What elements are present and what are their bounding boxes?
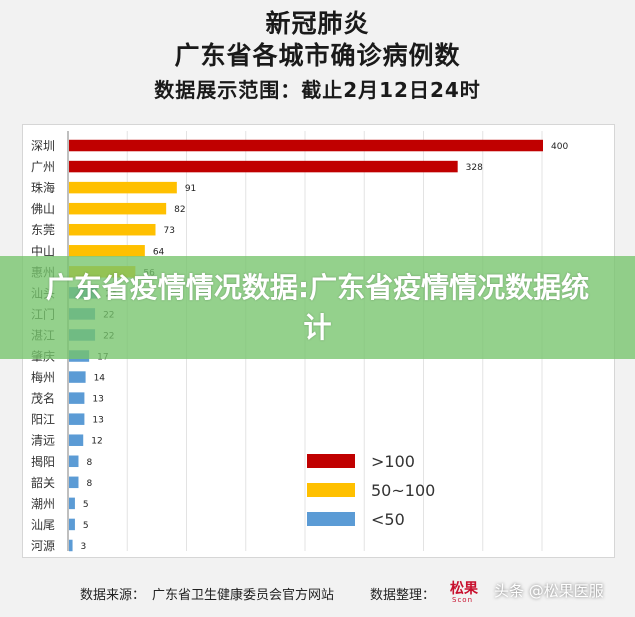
data-label: 8	[86, 479, 92, 489]
legend-label: <50	[371, 510, 405, 529]
overlay-banner: 广东省疫情情况数据:广东省疫情情况数据统计	[0, 256, 635, 359]
bar	[69, 223, 156, 236]
data-label: 5	[83, 521, 89, 531]
legend-swatch	[307, 512, 355, 526]
data-label: 8	[86, 458, 92, 468]
bar	[69, 245, 145, 257]
bar	[69, 455, 79, 468]
bar	[69, 139, 543, 152]
data-label: 91	[185, 184, 196, 194]
category-label: 潮州	[31, 496, 55, 511]
category-label: 佛山	[31, 202, 55, 216]
organizer-label: 数据整理：	[370, 588, 436, 603]
footer: 数据来源： 广东省卫生健康委员会官方网站 数据整理： 松果 Scon 头条 @松…	[0, 578, 635, 608]
data-label: 73	[164, 226, 175, 236]
bar	[69, 202, 167, 215]
chart-title-line1: 新冠肺炎	[265, 9, 370, 38]
category-label: 珠海	[31, 180, 55, 195]
category-label: 广州	[31, 160, 55, 174]
category-label: 东莞	[31, 223, 55, 237]
bar	[69, 181, 177, 194]
chart-title-block: 新冠肺炎 广东省各城市确诊病例数 数据展示范围：截止2月12日24时	[0, 8, 635, 104]
data-label: 82	[174, 205, 185, 215]
category-label: 揭阳	[31, 454, 55, 469]
brand-logo: 松果	[450, 581, 478, 597]
source-value: 广东省卫生健康委员会官方网站	[152, 588, 335, 603]
bar	[69, 539, 73, 552]
category-label: 茂名	[31, 391, 55, 406]
legend-swatch	[307, 483, 355, 497]
category-label: 中山	[31, 243, 55, 258]
chart-title-line2: 广东省各城市确诊病例数	[174, 41, 461, 70]
bar	[69, 518, 75, 531]
bar	[69, 497, 75, 510]
data-label: 400	[551, 142, 568, 152]
category-label: 深圳	[31, 139, 55, 153]
category-label: 河源	[31, 539, 55, 553]
bar	[69, 371, 86, 383]
legend-swatch	[307, 454, 355, 468]
chart-subtitle: 数据展示范围：截止2月12日24时	[154, 78, 481, 102]
data-label: 3	[81, 542, 87, 552]
category-label: 梅州	[31, 370, 55, 385]
watermark: 头条 @松果医服	[494, 582, 604, 600]
data-label: 12	[91, 437, 102, 447]
bar	[69, 476, 79, 489]
category-label: 韶关	[31, 475, 55, 490]
data-label: 13	[92, 395, 103, 405]
banner-text: 广东省疫情情况数据:广东省疫情情况数据统计	[45, 270, 590, 344]
legend-label: 50~100	[371, 481, 435, 500]
bar	[69, 413, 85, 425]
data-label: 14	[94, 374, 106, 384]
data-label: 13	[92, 416, 103, 426]
category-label: 阳江	[31, 413, 55, 427]
data-label: 64	[153, 247, 165, 257]
source-label: 数据来源：	[80, 588, 146, 603]
data-label: 5	[83, 500, 89, 510]
legend-label: >100	[371, 452, 415, 471]
bar	[69, 434, 84, 446]
brand-logo-sub: Scon	[452, 596, 474, 604]
bar	[69, 160, 458, 173]
category-label: 清远	[31, 434, 55, 448]
data-label: 328	[466, 163, 483, 173]
category-label: 汕尾	[31, 518, 55, 532]
bar	[69, 392, 85, 404]
